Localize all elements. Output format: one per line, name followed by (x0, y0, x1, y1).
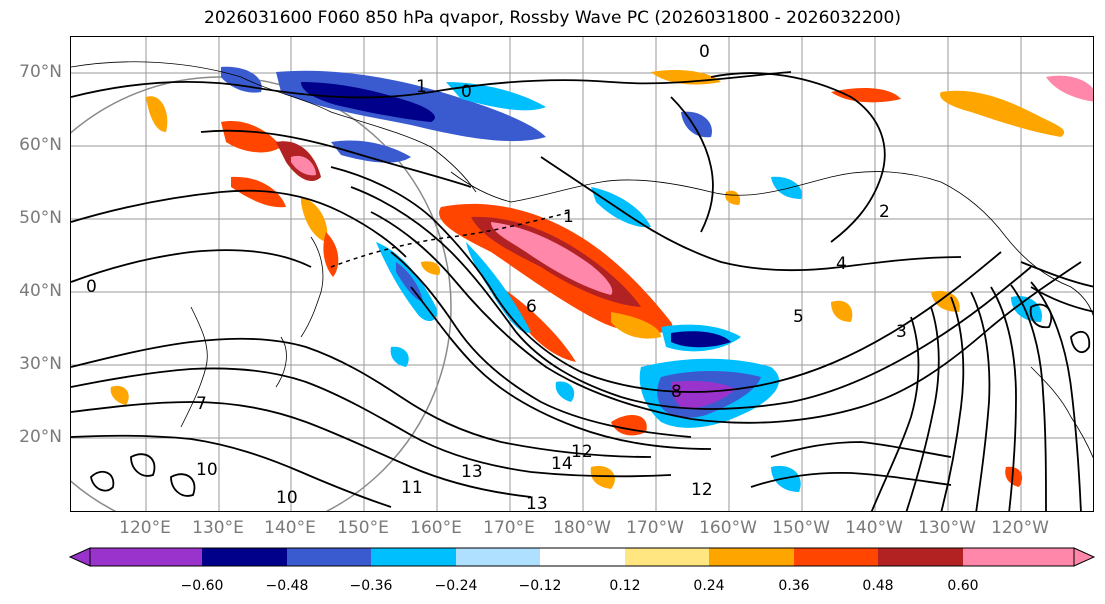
contour-label: 5 (793, 307, 804, 327)
lat-label-30n: 30°N (19, 354, 62, 374)
colorbar-tick: −0.60 (180, 578, 224, 594)
colorbar-segment (202, 548, 287, 566)
colorbar-tick: 0.60 (947, 578, 979, 594)
lon-label-160w: 160°W (699, 518, 757, 538)
colorbar-segment (371, 548, 456, 566)
contour-label: 8 (671, 382, 682, 402)
map-canvas: 0 0 0 1 1 2 3 4 5 6 7 8 10 10 11 12 12 1… (71, 37, 1093, 512)
lon-label-150w: 150°W (772, 518, 830, 538)
lon-label-130e: 130°E (192, 518, 244, 538)
colorbar-tick: −0.24 (434, 578, 478, 594)
lon-label-130w: 130°W (918, 518, 976, 538)
lon-label-180w: 180°W (553, 518, 611, 538)
contour-label: 12 (691, 480, 713, 500)
colorbar-segment (90, 548, 202, 566)
colorbar-tick: 0.24 (693, 578, 725, 594)
colorbar-tick: −0.48 (265, 578, 309, 594)
colorbar-tick: −0.12 (518, 578, 562, 594)
colorbar-extend-high (1073, 547, 1096, 567)
colorbar-segment (456, 548, 540, 566)
contour-label: 11 (401, 478, 423, 498)
lon-label-150e: 150°E (337, 518, 389, 538)
contour-label: 13 (461, 462, 483, 482)
contour-label: 0 (461, 82, 472, 102)
contour-label: 1 (416, 77, 427, 97)
colorbar-segment (625, 548, 709, 566)
contour-label: 1 (563, 207, 574, 227)
colorbar-segment (878, 548, 963, 566)
negative-anomalies (221, 66, 1042, 492)
contour-label: 7 (196, 394, 207, 414)
colorbar-segment (709, 548, 794, 566)
contours (71, 71, 1093, 511)
lon-label-140e: 140°E (264, 518, 316, 538)
coastlines (71, 61, 1093, 459)
lon-label-160e: 160°E (410, 518, 462, 538)
lat-label-60n: 60°N (19, 135, 62, 155)
colorbar (68, 547, 1096, 567)
contour-label: 12 (571, 442, 593, 462)
map-panel: 0 0 0 1 1 2 3 4 5 6 7 8 10 10 11 12 12 1… (70, 36, 1094, 512)
lat-label-40n: 40°N (19, 281, 62, 301)
positive-anomalies (110, 70, 1093, 489)
colorbar-segment (287, 548, 371, 566)
dashed-contour (330, 211, 572, 268)
contour-label: 0 (86, 277, 97, 297)
colorbar-tick: 0.12 (609, 578, 641, 594)
colorbar-outline (89, 547, 1075, 567)
contour-label: 2 (879, 202, 890, 222)
colorbar-tick: 0.48 (862, 578, 894, 594)
lat-label-20n: 20°N (19, 427, 62, 447)
lon-label-140w: 140°W (845, 518, 903, 538)
contour-label: 13 (526, 494, 548, 512)
contour-label: 0 (699, 42, 710, 62)
map-title: 2026031600 F060 850 hPa qvapor, Rossby W… (204, 8, 901, 28)
lon-label-120w: 120°W (991, 518, 1049, 538)
contour-label: 10 (196, 460, 218, 480)
colorbar-segment (963, 548, 1074, 566)
colorbar-segment (794, 548, 878, 566)
contour-labels: 0 0 0 1 1 2 3 4 5 6 7 8 10 10 11 12 12 1… (86, 42, 907, 512)
lon-label-120e: 120°E (119, 518, 171, 538)
colorbar-tick: −0.36 (349, 578, 393, 594)
contour-label: 14 (551, 454, 573, 474)
contour-label: 4 (836, 254, 847, 274)
lon-label-170e: 170°E (483, 518, 535, 538)
colorbar-segment (540, 548, 625, 566)
lat-label-70n: 70°N (19, 62, 62, 82)
contour-label: 3 (896, 322, 907, 342)
lon-label-170w: 170°W (626, 518, 684, 538)
contour-label: 6 (526, 297, 537, 317)
colorbar-segments (68, 547, 1096, 567)
lat-label-50n: 50°N (19, 208, 62, 228)
colorbar-extend-low (68, 547, 91, 567)
colorbar-tick: 0.36 (778, 578, 810, 594)
contour-label: 10 (276, 488, 298, 508)
